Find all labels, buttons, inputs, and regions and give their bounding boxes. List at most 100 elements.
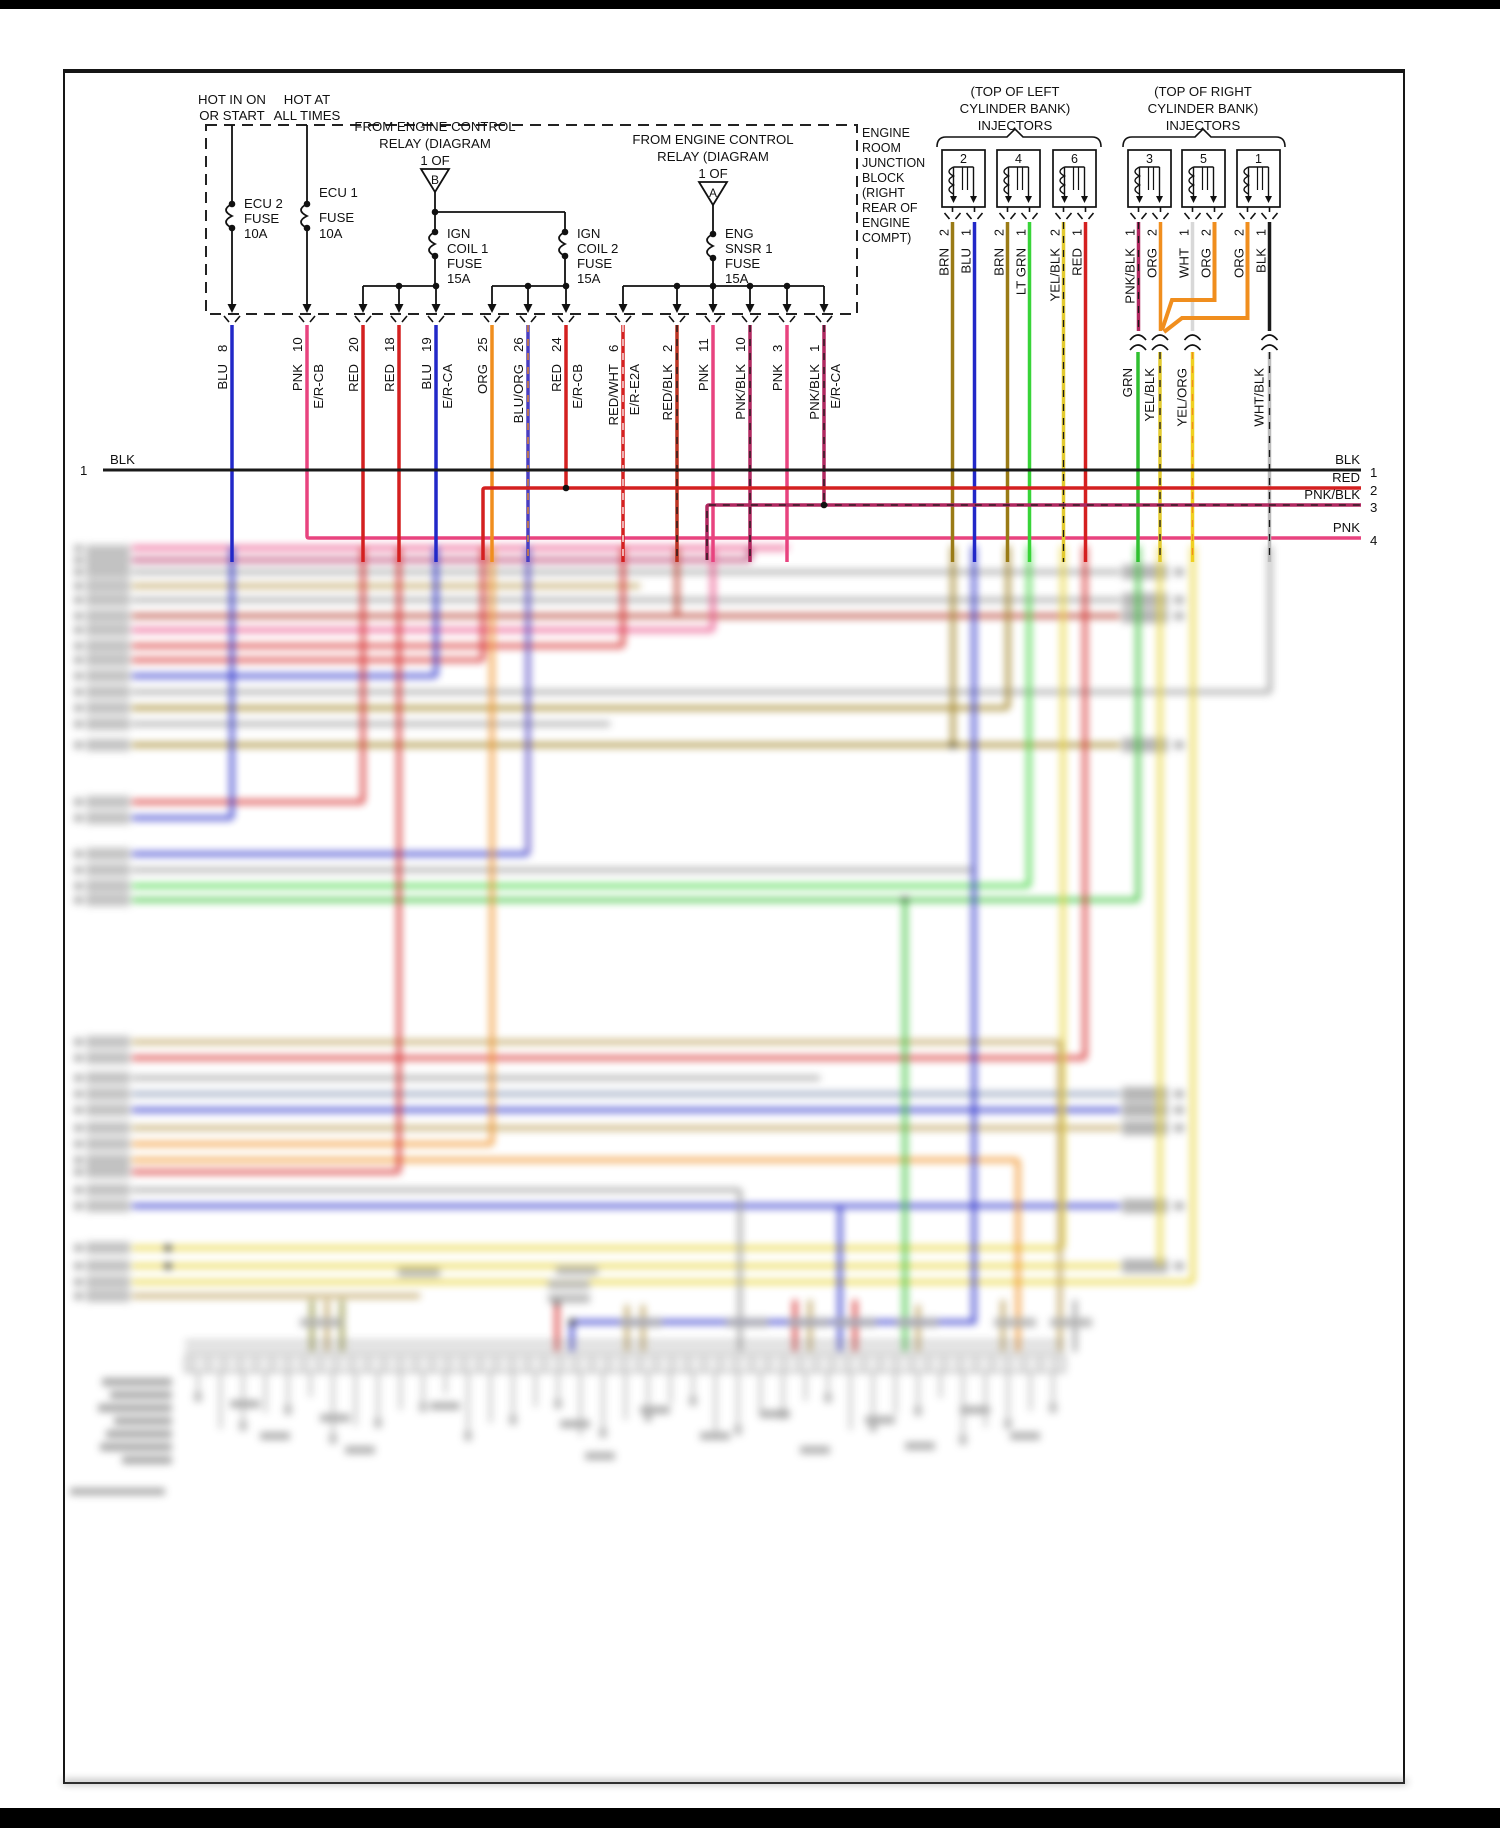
fuse-label: SNSR 1	[725, 241, 773, 256]
blurred-label-blob	[102, 1378, 172, 1386]
connector-chevron	[557, 315, 575, 323]
connector-chevron	[483, 315, 501, 323]
injector-coil	[948, 166, 956, 195]
injector-box	[996, 149, 1041, 208]
down-arrow	[672, 304, 682, 313]
fuse-label: 15A	[447, 271, 471, 286]
wire-color-label: WHT	[1177, 248, 1192, 278]
relay-label: FROM ENGINE CONTROL	[354, 119, 515, 134]
injector-box	[1181, 149, 1226, 208]
fuse-label: 15A	[577, 271, 601, 286]
bank-title: CYLINDER BANK)	[960, 101, 1071, 116]
connector-chevron	[704, 315, 722, 323]
wire-color-label: RED/BLK	[660, 364, 675, 421]
blurred-label-blob	[869, 1422, 877, 1432]
connector-code-label: E/R-CB	[570, 364, 585, 409]
fuse-label: 15A	[725, 271, 749, 286]
injector-arrow	[1081, 196, 1088, 203]
wire-color-label: BRN	[992, 248, 1007, 276]
fuse-label: ECU 2	[244, 196, 283, 211]
bus-line-red	[481, 486, 1361, 560]
wire-color-label: RED	[346, 364, 361, 392]
junction-block-title: REAR OF	[862, 201, 918, 215]
blurred-label-blob	[1050, 1318, 1092, 1327]
connector-chevron	[298, 315, 316, 323]
blurred-label-blob	[620, 1318, 662, 1327]
injector-coil	[1188, 166, 1196, 195]
blurred-label-blob	[74, 741, 83, 749]
blurred-label-blob	[110, 1391, 172, 1399]
blurred-label-blob	[86, 624, 130, 636]
injector-coil	[1059, 166, 1067, 195]
blurred-label-blob	[74, 642, 83, 650]
down-arrow	[431, 304, 441, 313]
blurred-label-blob	[599, 1428, 607, 1438]
blurred-label-blob	[122, 1456, 172, 1464]
line-color-label: RED	[1332, 470, 1360, 485]
blurred-label-blob	[74, 672, 83, 680]
pin-number: 18	[382, 337, 397, 352]
blurred-label-blob	[320, 1414, 350, 1422]
blurred-label-blob	[896, 1318, 938, 1327]
blurred-label-blob	[509, 1415, 517, 1425]
wire-color-label: RED	[382, 364, 397, 392]
supply-label: OR START	[199, 108, 264, 123]
down-arrow	[487, 304, 497, 313]
connector-chevron	[1076, 212, 1095, 220]
blurred-label-blob	[548, 1280, 590, 1289]
blurred-label-blob	[834, 1318, 876, 1327]
injector-number: 6	[1071, 152, 1078, 166]
blurred-label-blob	[86, 1104, 130, 1116]
blurred-label-blob	[554, 1399, 562, 1409]
blurred-label-blob	[1122, 1103, 1168, 1117]
blurred-label-blob	[284, 1405, 292, 1415]
blurred-label-blob	[398, 1268, 440, 1277]
top-black-bar	[0, 0, 1500, 9]
connector-chevron	[778, 315, 796, 323]
fuse-label: COIL 2	[577, 241, 618, 256]
fuse-label: FUSE	[447, 256, 482, 271]
blurred-label-blob	[74, 896, 83, 904]
blurred-label-blob	[1004, 1419, 1012, 1429]
blurred-label-blob	[74, 1106, 83, 1114]
blurred-label-blob	[585, 1452, 615, 1460]
pin-number: 1	[1015, 229, 1029, 236]
junction-dot	[820, 501, 828, 509]
brace	[936, 127, 1102, 148]
wire-color-label: BLU	[419, 364, 434, 390]
blurred-label-blob	[86, 1052, 130, 1064]
splice-symbol	[1151, 334, 1169, 351]
injector-arrow	[1190, 196, 1197, 203]
blurred-label-blob	[260, 1432, 290, 1440]
blurred-label-blob	[1049, 1403, 1057, 1413]
fuse-symbol	[225, 203, 235, 229]
blurred-label-blob	[86, 640, 130, 652]
line-number: 3	[1370, 500, 1377, 515]
pin-number: 10	[733, 337, 748, 352]
blurred-label-blob	[374, 1418, 382, 1428]
bottom-black-bar	[0, 1808, 1500, 1828]
injector-arrow	[970, 196, 977, 203]
relay-triangle	[419, 168, 451, 194]
pin-number: 26	[511, 337, 526, 352]
injector-core	[961, 167, 969, 190]
blurred-label-blob	[74, 1202, 83, 1210]
blurred-label-blob	[98, 1404, 172, 1412]
down-arrow	[819, 304, 829, 313]
wire-color-label: PNK	[290, 364, 305, 391]
blurred-label-blob	[74, 1124, 83, 1132]
blurred-label-blob	[788, 1318, 830, 1327]
blurred-label-blob	[74, 814, 83, 822]
blurred-label-blob	[734, 1425, 742, 1435]
blurred-label-blob	[74, 1186, 83, 1194]
pin-number: 2	[660, 345, 675, 352]
connector-chevron	[1151, 212, 1170, 220]
blurred-label-blob	[726, 1318, 768, 1327]
blurred-label-blob	[994, 1318, 1036, 1327]
blurred-label-blob	[300, 1318, 342, 1327]
blurred-label-blob	[1174, 741, 1184, 749]
down-arrow	[358, 304, 368, 313]
pin-number: 11	[696, 338, 711, 352]
blurred-label-blob	[86, 686, 130, 698]
